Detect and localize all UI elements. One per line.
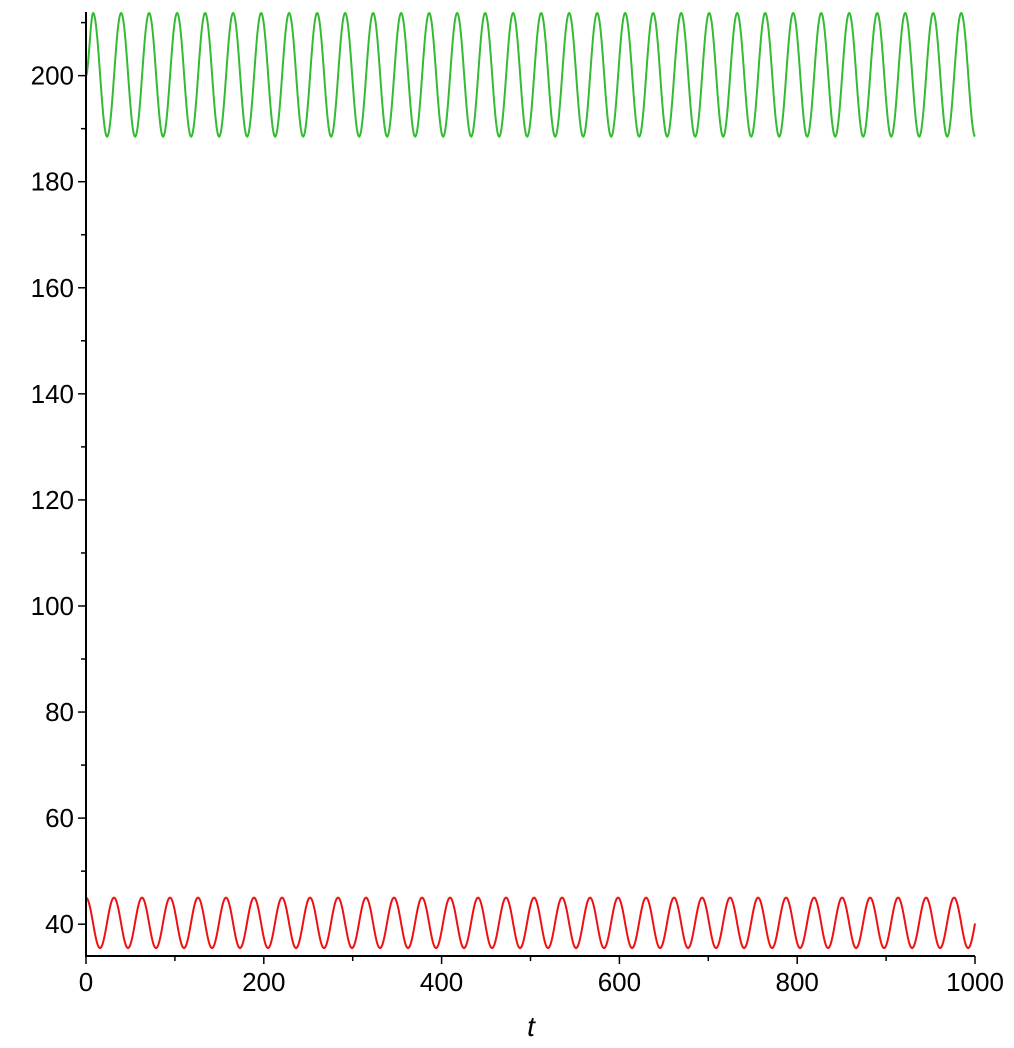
- y-tick-label: 100: [31, 591, 74, 621]
- x-tick-label: 0: [79, 967, 93, 997]
- x-tick-label: 800: [776, 967, 819, 997]
- x-tick-label: 200: [242, 967, 285, 997]
- y-tick-label: 40: [45, 909, 74, 939]
- series-line-2: [85, 896, 976, 950]
- series-line-1: [85, 11, 976, 138]
- series-layer: [85, 11, 976, 950]
- x-tick-label: 600: [598, 967, 641, 997]
- y-tick-label: 140: [31, 379, 74, 409]
- y-tick-label: 180: [31, 167, 74, 197]
- x-tick-label: 400: [420, 967, 463, 997]
- y-tick-label: 160: [31, 273, 74, 303]
- axes-layer: 0 200 400 600 800 1000 40 60 80 100 120 140 160 180 20…: [31, 12, 1004, 997]
- x-tick-label: 1000: [946, 967, 1004, 997]
- y-tick-label: 80: [45, 697, 74, 727]
- y-tick-label: 200: [31, 61, 74, 91]
- x-axis-title: t: [527, 1011, 536, 1042]
- y-tick-label: 60: [45, 803, 74, 833]
- y-tick-label: 120: [31, 485, 74, 515]
